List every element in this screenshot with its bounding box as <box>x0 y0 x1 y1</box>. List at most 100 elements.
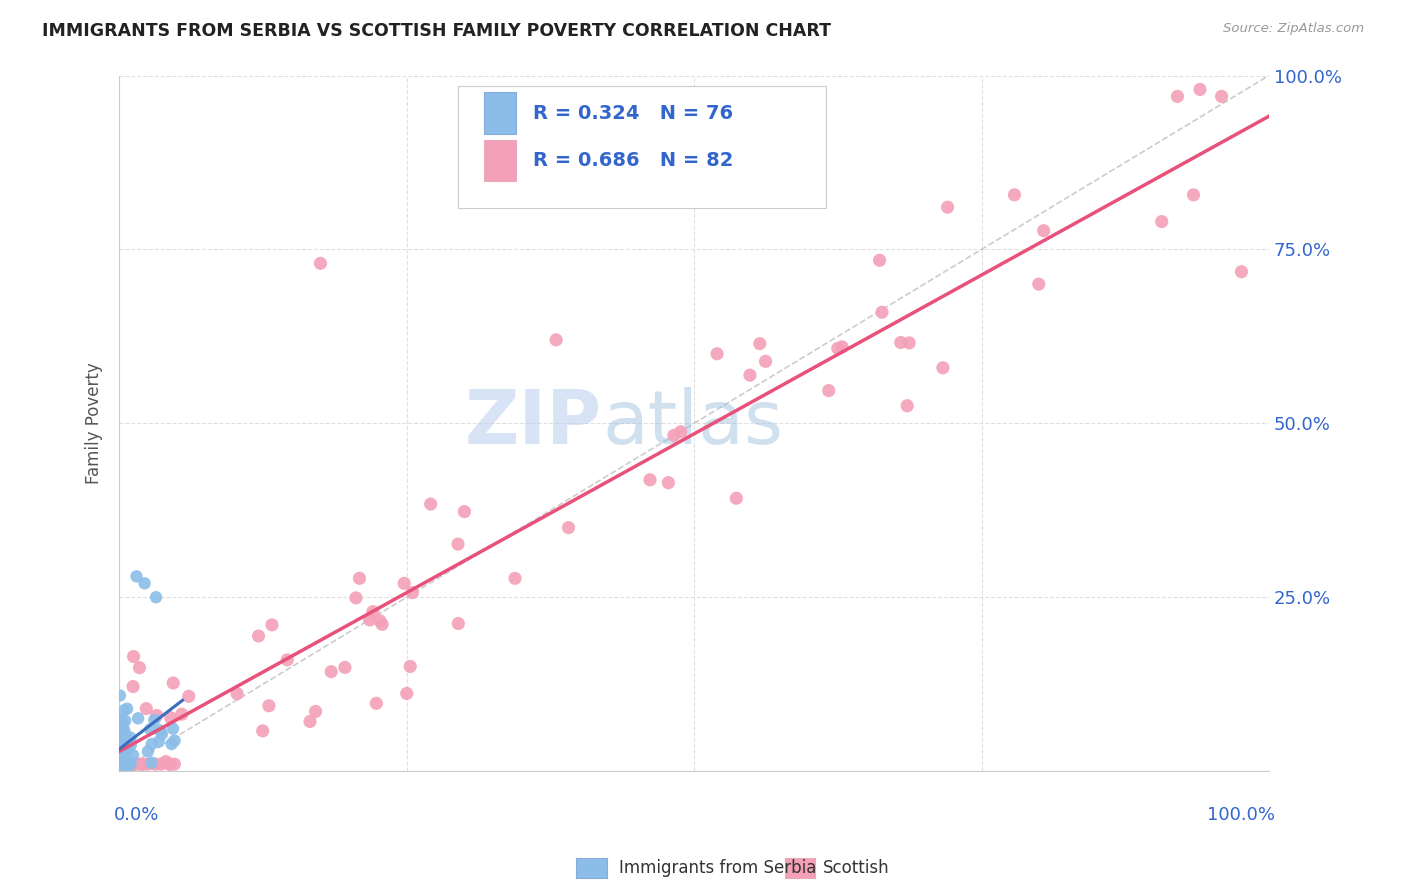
Point <box>112 758 135 772</box>
Text: Immigrants from Serbia: Immigrants from Serbia <box>619 859 815 877</box>
Point <box>149 723 172 738</box>
Point <box>110 731 132 746</box>
Point <box>896 399 918 413</box>
Y-axis label: Family Poverty: Family Poverty <box>86 362 103 484</box>
Point <box>111 733 134 747</box>
Text: R = 0.686   N = 82: R = 0.686 N = 82 <box>533 151 734 170</box>
Point <box>108 739 131 754</box>
Point <box>936 200 959 214</box>
Point <box>870 305 893 319</box>
FancyBboxPatch shape <box>458 86 827 208</box>
Point <box>160 737 183 751</box>
Point <box>110 743 132 757</box>
Point <box>117 755 139 769</box>
Text: 100.0%: 100.0% <box>1206 805 1275 824</box>
Point <box>108 716 131 731</box>
Point <box>124 757 146 772</box>
Point <box>349 571 371 585</box>
Point <box>145 591 167 605</box>
Point <box>738 368 761 383</box>
Point <box>114 758 136 772</box>
Point <box>132 757 155 772</box>
Point <box>125 569 148 583</box>
Point <box>371 617 394 632</box>
Point <box>108 747 131 761</box>
Bar <box>484 92 516 134</box>
Point <box>638 473 661 487</box>
Point <box>1166 89 1188 103</box>
Point <box>111 759 134 773</box>
Point <box>145 708 167 723</box>
Point <box>120 756 142 771</box>
Point <box>669 425 692 439</box>
Point <box>112 761 135 775</box>
Point <box>129 757 152 772</box>
Point <box>108 749 131 764</box>
Point <box>503 571 526 585</box>
Bar <box>484 139 516 181</box>
Point <box>344 591 367 605</box>
Point <box>163 733 186 747</box>
Point <box>110 756 132 771</box>
Point <box>333 660 356 674</box>
Point <box>247 629 270 643</box>
Point <box>115 752 138 766</box>
Point <box>150 727 173 741</box>
Point <box>898 335 921 350</box>
Point <box>110 743 132 757</box>
Point <box>112 703 135 717</box>
Point <box>110 713 132 727</box>
Point <box>725 491 748 506</box>
Point <box>755 354 778 368</box>
Point <box>112 739 135 754</box>
Text: Scottish: Scottish <box>823 859 889 877</box>
Point <box>148 734 170 748</box>
Point <box>447 537 470 551</box>
Point <box>112 723 135 738</box>
Point <box>115 701 138 715</box>
Point <box>1211 89 1233 103</box>
Point <box>395 686 418 700</box>
Point <box>831 340 853 354</box>
Point <box>177 690 200 704</box>
Point <box>114 728 136 742</box>
Point <box>117 761 139 775</box>
Point <box>108 755 131 769</box>
Point <box>399 659 422 673</box>
Point <box>112 749 135 764</box>
Text: atlas: atlas <box>602 387 783 460</box>
Point <box>112 758 135 772</box>
Point <box>817 384 839 398</box>
Point <box>108 742 131 756</box>
Point <box>298 714 321 729</box>
Point <box>111 754 134 768</box>
Point <box>139 723 162 737</box>
Point <box>108 724 131 739</box>
Point <box>120 738 142 752</box>
Point <box>127 711 149 725</box>
Point <box>111 718 134 732</box>
Point <box>1028 277 1050 292</box>
Text: 0.0%: 0.0% <box>114 805 159 824</box>
Point <box>117 742 139 756</box>
Point <box>748 336 770 351</box>
Point <box>226 687 249 701</box>
Point <box>159 757 181 772</box>
Point <box>155 755 177 769</box>
Point <box>141 756 163 770</box>
Point <box>447 616 470 631</box>
Text: IMMIGRANTS FROM SERBIA VS SCOTTISH FAMILY POVERTY CORRELATION CHART: IMMIGRANTS FROM SERBIA VS SCOTTISH FAMIL… <box>42 22 831 40</box>
Point <box>122 680 145 694</box>
Point <box>260 617 283 632</box>
Point <box>257 698 280 713</box>
Point <box>657 475 679 490</box>
Point <box>141 737 163 751</box>
Point <box>122 748 145 763</box>
Point <box>128 661 150 675</box>
Point <box>827 342 849 356</box>
Point <box>706 347 728 361</box>
Point <box>932 360 955 375</box>
Point <box>401 585 423 599</box>
Point <box>143 757 166 772</box>
Text: Source: ZipAtlas.com: Source: ZipAtlas.com <box>1223 22 1364 36</box>
